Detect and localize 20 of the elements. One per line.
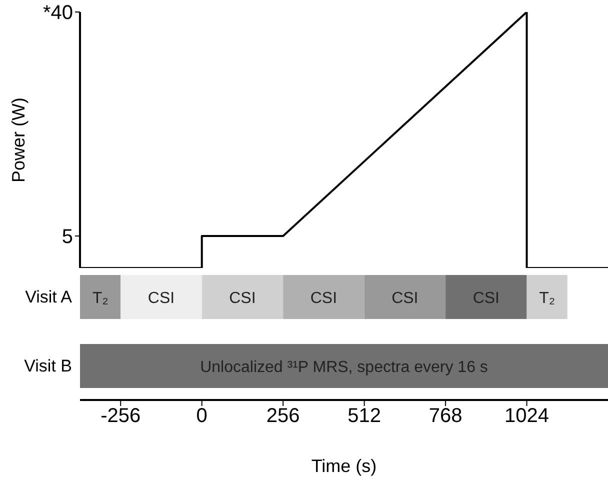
x-tick-label: 768 [428,405,462,428]
y-tick-label: 5 [62,226,73,248]
x-axis-title: Time (s) [311,456,377,476]
y-axis-title: Power (W) [8,98,28,182]
data-label: T₂ [92,290,108,307]
data-label: T₂ [539,290,556,307]
data-label: CSI [392,290,418,307]
data-label: CSI [148,290,175,307]
x-tick-label: -256 [100,405,141,428]
data-label: Unlocalized ³¹P MRS, spectra every 16 s [200,359,488,376]
x-tick-label: 0 [196,405,208,428]
y-tick-label: Visit B [24,356,72,376]
y-tick-label: Visit A [25,288,73,307]
x-tick-label: 256 [266,405,300,428]
x-tick-label: 1024 [504,405,550,428]
y-tick-label: *40 [42,2,73,24]
x-tick-label: 512 [348,405,381,428]
data-label: CSI [229,290,256,307]
data-label: CSI [310,290,338,307]
data-label: CSI [472,290,500,307]
